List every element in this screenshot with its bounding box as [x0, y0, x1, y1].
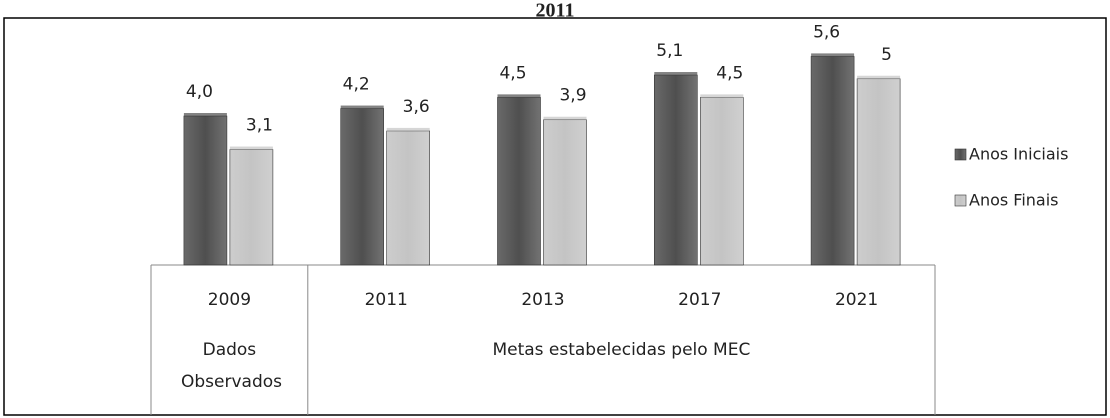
value-label: 3,1 — [246, 116, 273, 136]
legend-label: Anos Finais — [969, 191, 1059, 210]
bar — [543, 119, 587, 266]
group-label: Dados Observados — [181, 340, 283, 392]
x-tick-label: 2009 — [208, 290, 251, 310]
bar-top — [543, 116, 587, 120]
bar — [856, 78, 901, 266]
x-tick-label: 2013 — [521, 290, 564, 310]
bar-top — [386, 127, 430, 131]
bar-top — [857, 75, 901, 79]
bar-top — [700, 94, 744, 98]
legend-label: Anos Iniciais — [969, 145, 1068, 164]
bar — [340, 108, 385, 266]
x-tick-label: 2017 — [678, 290, 721, 310]
chart-title: 2011 — [536, 0, 575, 22]
bar — [229, 149, 274, 266]
group-box: Dados Observados — [181, 340, 283, 392]
value-label: 3,6 — [403, 97, 430, 117]
bar-top — [497, 94, 541, 98]
bar — [653, 74, 698, 266]
bar — [183, 115, 228, 266]
group-box: Metas estabelecidas pelo MEC — [492, 340, 751, 360]
group-label: Metas estabelecidas pelo MEC — [492, 340, 751, 360]
value-label: 5,1 — [656, 41, 683, 61]
value-label: 5 — [881, 45, 892, 65]
bar — [810, 56, 855, 266]
bar — [386, 130, 431, 266]
value-label: 4,2 — [343, 75, 370, 95]
bar-top — [340, 105, 384, 109]
bar — [497, 97, 541, 266]
bar — [699, 97, 744, 266]
bar-top — [811, 53, 855, 57]
x-tick-label: 2021 — [835, 290, 878, 310]
value-label: 4,5 — [499, 63, 526, 83]
bar-top — [183, 113, 227, 116]
value-label: 3,9 — [559, 86, 586, 106]
value-label: 4,0 — [186, 82, 213, 102]
x-tick-label: 2011 — [365, 290, 408, 310]
frame — [3, 17, 1107, 416]
value-label: 4,5 — [716, 63, 743, 83]
legend-swatch — [954, 194, 967, 207]
bar-top — [229, 146, 273, 150]
legend-swatch — [954, 148, 967, 161]
value-label: 5,6 — [813, 22, 840, 42]
bar-top — [654, 72, 698, 76]
